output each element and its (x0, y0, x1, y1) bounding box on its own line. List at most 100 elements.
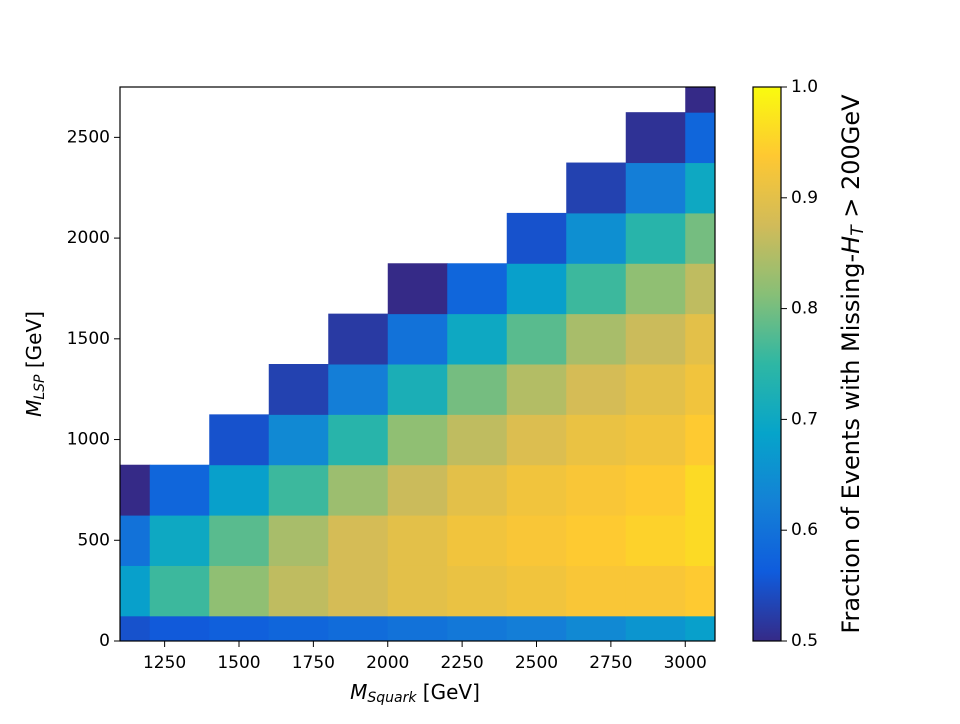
x-axis-label: MSquark [GeV] (350, 680, 480, 707)
heatmap-cell (387, 565, 448, 617)
colorbar (752, 86, 782, 642)
heatmap-cell (506, 464, 567, 516)
x-tick-label: 2250 (440, 653, 483, 673)
heatmap-cell (685, 112, 715, 164)
heatmap-cell (685, 615, 715, 641)
heatmap-cell (447, 515, 508, 566)
colorbar-label: Fraction of Events with Missing-HT > 200… (837, 94, 868, 634)
colorbar-tick-label: 1.0 (791, 77, 818, 97)
heatmap-cell (447, 615, 508, 641)
x-tick-label: 2750 (589, 653, 632, 673)
heatmap-cell (149, 615, 210, 641)
y-tick-label: 2500 (67, 127, 110, 147)
heatmap-cell (625, 464, 686, 516)
heatmap-cell (120, 565, 151, 617)
heatmap-cell (506, 364, 567, 415)
heatmap-cell (120, 464, 151, 516)
heatmap-cell (625, 565, 686, 617)
heatmap-cell (268, 565, 329, 617)
heatmap-cell (328, 414, 389, 466)
heatmap-cell (149, 515, 210, 566)
heatmap-cell (387, 414, 448, 466)
heatmap-cell (120, 515, 151, 566)
heatmap-cell (625, 515, 686, 566)
heatmap-cell (149, 565, 210, 617)
heatmap-cell (268, 414, 329, 466)
y-label-unit: [GeV] (22, 311, 46, 374)
colorbar-tick-label: 0.5 (791, 631, 818, 651)
heatmap-cell (387, 263, 448, 315)
heatmap-cell (120, 615, 151, 641)
heatmap-cell (685, 313, 715, 365)
cb-label-before: Fraction of Events with Missing- (837, 254, 865, 634)
colorbar-tick-label: 0.8 (791, 299, 818, 319)
heatmap-cell (447, 414, 508, 466)
heatmap-cell (506, 615, 567, 641)
heatmap-cell (447, 364, 508, 415)
heatmap-cell (506, 212, 567, 264)
heatmap-cell (268, 615, 329, 641)
heatmap-cell (268, 515, 329, 566)
heatmap-cell (625, 212, 686, 264)
heatmap-cell (685, 212, 715, 264)
heatmap-cell (328, 615, 389, 641)
heatmap-cell (625, 414, 686, 466)
heatmap-cell (328, 464, 389, 516)
y-tick-label: 1500 (67, 329, 110, 349)
heatmap-cell (387, 313, 448, 365)
heatmap-cell (447, 464, 508, 516)
heatmap-cell (209, 615, 270, 641)
heatmap-cell (685, 162, 715, 214)
y-tick-label: 0 (99, 631, 110, 651)
y-axis-label: MLSP [GeV] (22, 311, 49, 417)
x-tick-label: 2500 (515, 653, 558, 673)
heatmap-cell (685, 87, 715, 113)
heatmap-cell (625, 313, 686, 365)
heatmap-cell (506, 515, 567, 566)
heatmap-cell (566, 313, 627, 365)
cb-label-after: > 200GeV (837, 94, 865, 226)
cb-label-sub: T (848, 224, 868, 236)
x-tick-label: 1500 (217, 653, 260, 673)
heatmap-cell (566, 615, 627, 641)
heatmap-cell (268, 364, 329, 415)
cb-label-symbol: H (837, 236, 865, 254)
heatmap-cell (506, 565, 567, 617)
heatmap-cell (387, 515, 448, 566)
heatmap-cell (209, 515, 270, 566)
colorbar-tick-label: 0.9 (791, 188, 818, 208)
colorbar-tick-label: 0.6 (791, 520, 818, 540)
heatmap-cell (328, 565, 389, 617)
y-label-sub: LSP (32, 374, 48, 400)
x-tick-label: 3000 (664, 653, 707, 673)
heatmap-cell (625, 162, 686, 214)
heatmap-cell (566, 212, 627, 264)
heatmap-cell (209, 464, 270, 516)
y-tick-label: 500 (78, 530, 110, 550)
heatmap-cell (685, 364, 715, 415)
y-label-symbol: M (22, 400, 46, 417)
heatmap-cell (447, 263, 508, 315)
heatmap-cell (566, 464, 627, 516)
heatmap-cell (685, 414, 715, 466)
heatmap-cells (120, 87, 715, 641)
x-label-sub: Squark (367, 690, 417, 706)
heatmap-cell (506, 263, 567, 315)
x-tick-label: 1750 (292, 653, 335, 673)
heatmap-cell (566, 162, 627, 214)
heatmap-cell (209, 414, 270, 466)
heatmap-cell (328, 313, 389, 365)
heatmap-cell (685, 464, 715, 516)
heatmap-cell (447, 313, 508, 365)
heatmap-cell (566, 515, 627, 566)
x-tick-label: 2000 (366, 653, 409, 673)
heatmap-cell (447, 565, 508, 617)
heatmap-cell (506, 313, 567, 365)
x-tick-label: 1250 (143, 653, 186, 673)
heatmap-cell (566, 565, 627, 617)
heatmap-cell (685, 515, 715, 566)
heatmap-cell (625, 364, 686, 415)
heatmap-cell (387, 615, 448, 641)
plot-frame (119, 86, 716, 642)
